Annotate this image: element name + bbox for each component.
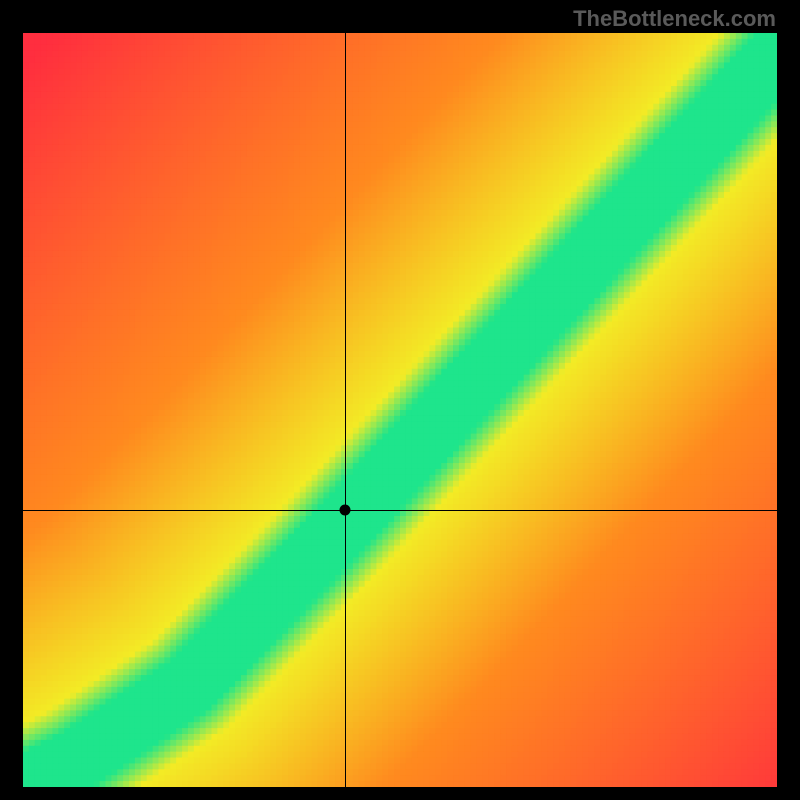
crosshair-horizontal — [23, 510, 777, 511]
chart-container: TheBottleneck.com — [0, 0, 800, 800]
heatmap-canvas — [23, 33, 777, 787]
watermark-label: TheBottleneck.com — [573, 6, 776, 32]
crosshair-vertical — [345, 33, 346, 787]
heatmap-plot — [23, 33, 777, 787]
crosshair-marker — [339, 505, 350, 516]
